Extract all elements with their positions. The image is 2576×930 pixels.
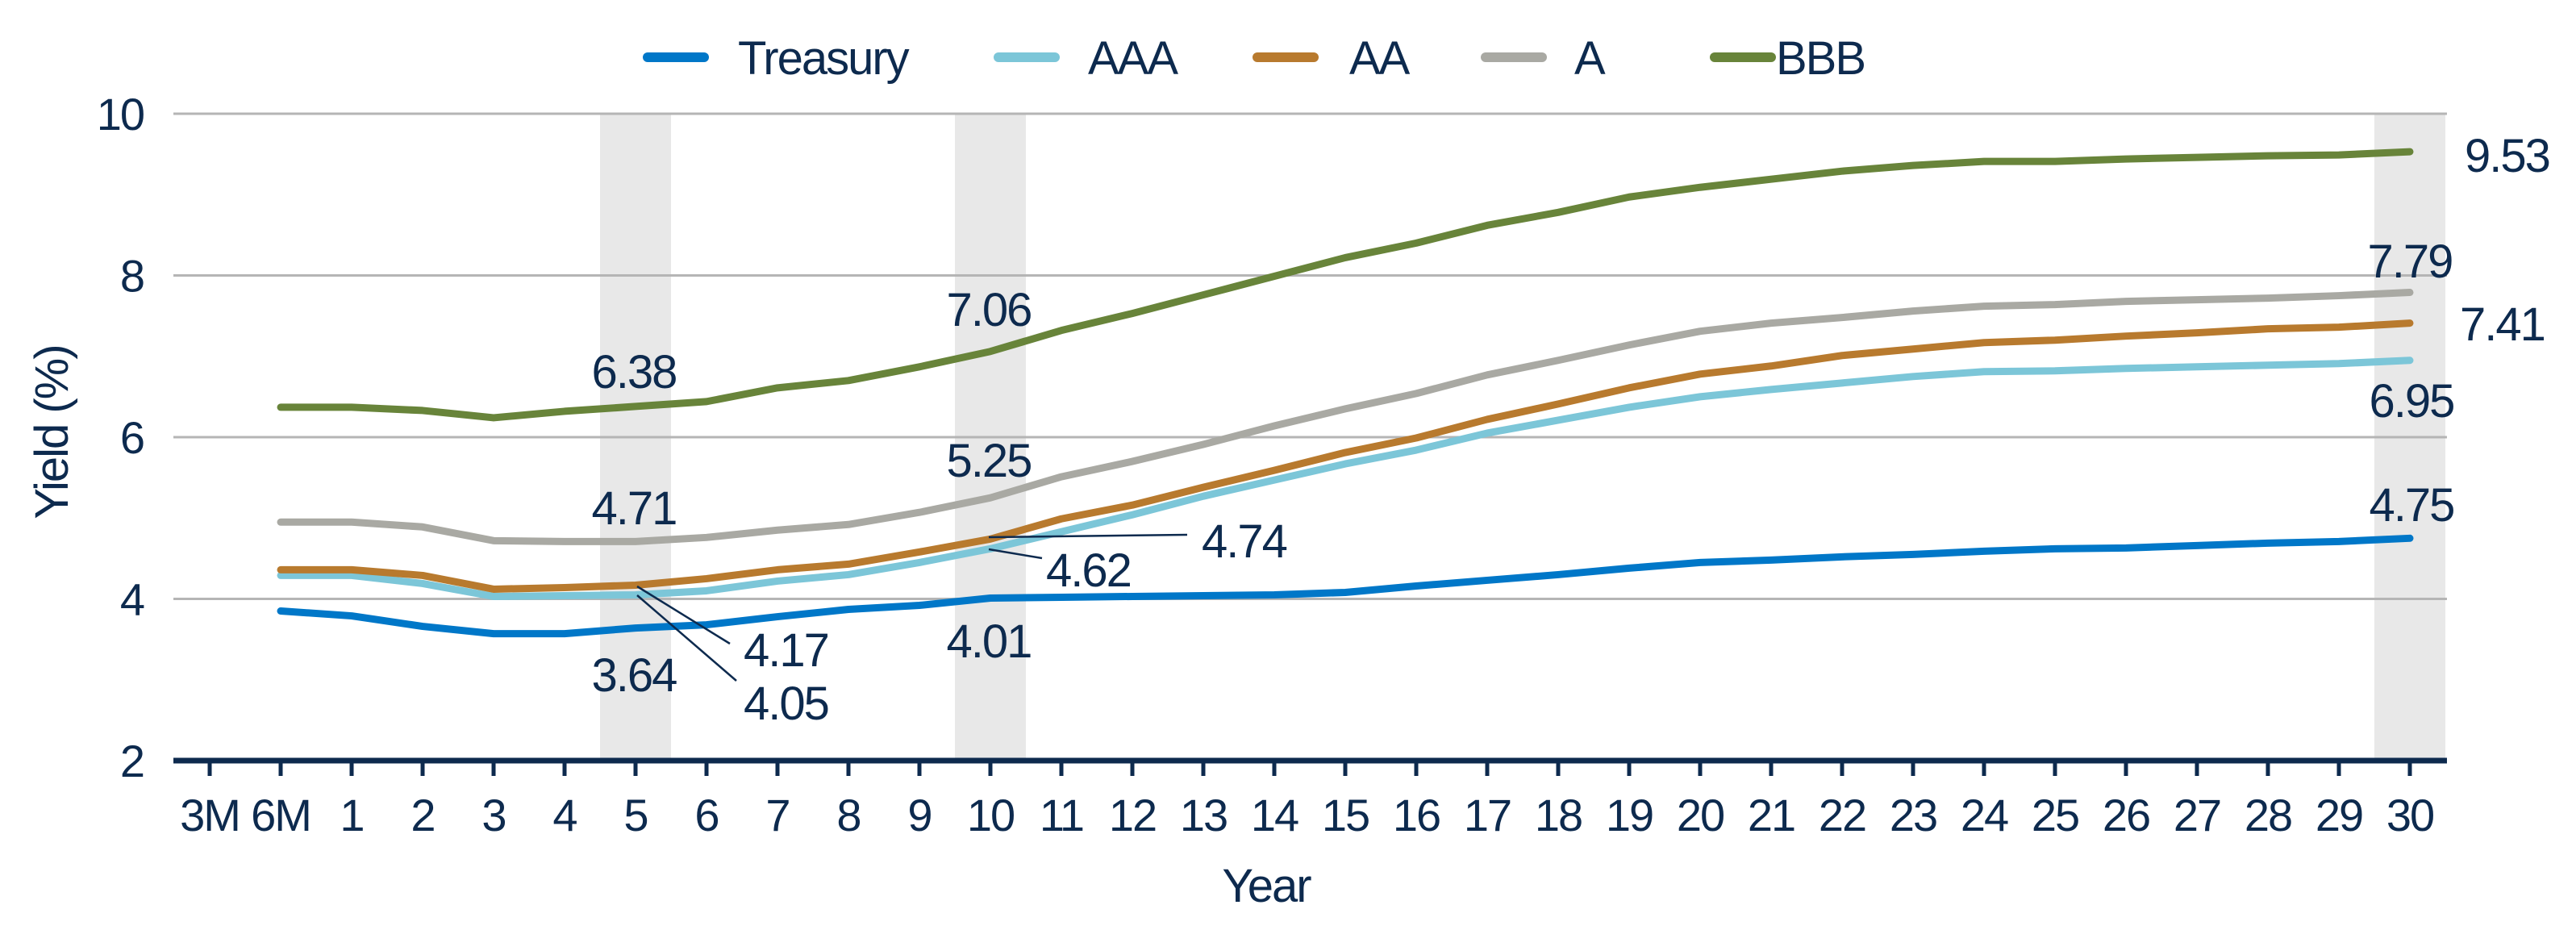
x-tick-label: 22 bbox=[1819, 790, 1865, 840]
annotation-leader-line bbox=[988, 533, 1188, 539]
data-label: 4.05 bbox=[744, 678, 828, 730]
legend-label: A bbox=[1574, 32, 1606, 85]
x-tick-label: 13 bbox=[1180, 790, 1227, 840]
legend-label: AA bbox=[1349, 32, 1411, 85]
series-line-a bbox=[277, 289, 2414, 545]
x-tick-label: 15 bbox=[1322, 790, 1369, 840]
data-label: 4.62 bbox=[1046, 544, 1131, 597]
x-tick-label: 3M bbox=[180, 790, 240, 840]
x-tick-label: 9 bbox=[907, 790, 931, 840]
annotation-leader-line bbox=[988, 548, 1043, 560]
x-tick-label: 26 bbox=[2103, 790, 2149, 840]
data-label: 7.41 bbox=[2460, 298, 2545, 351]
annotation-leader-line bbox=[636, 585, 731, 645]
x-tick-label: 14 bbox=[1251, 790, 1298, 840]
x-tick-label: 24 bbox=[1961, 790, 2008, 840]
series-line-aaa bbox=[277, 357, 2414, 600]
x-tick-label: 17 bbox=[1464, 790, 1511, 840]
x-tick-label: 8 bbox=[836, 790, 860, 840]
x-tick-label: 27 bbox=[2174, 790, 2220, 840]
x-tick-label: 20 bbox=[1677, 790, 1724, 840]
x-tick-label: 12 bbox=[1109, 790, 1156, 840]
legend-label: BBB bbox=[1776, 32, 1865, 85]
x-tick-label: 7 bbox=[765, 790, 789, 840]
series-line-aa bbox=[277, 319, 2414, 593]
x-tick-label: 28 bbox=[2245, 790, 2291, 840]
data-label: 7.79 bbox=[2368, 236, 2453, 288]
x-tick-label: 30 bbox=[2386, 790, 2433, 840]
x-tick-label: 29 bbox=[2315, 790, 2362, 840]
data-label: 3.64 bbox=[592, 649, 677, 702]
data-label: 6.95 bbox=[2370, 375, 2454, 427]
data-label: 9.53 bbox=[2465, 130, 2549, 182]
x-tick-label: 5 bbox=[623, 790, 647, 840]
x-tick-label: 1 bbox=[340, 790, 363, 840]
data-label: 6.38 bbox=[592, 346, 677, 398]
legend-label: AAA bbox=[1088, 32, 1178, 85]
x-tick-label: 18 bbox=[1535, 790, 1582, 840]
y-tick-label: 10 bbox=[97, 89, 144, 140]
legend-label: Treasury bbox=[738, 32, 910, 85]
y-tick-label: 4 bbox=[120, 574, 144, 625]
data-label: 7.06 bbox=[947, 284, 1032, 336]
data-label: 4.01 bbox=[947, 615, 1032, 668]
x-axis-title: Year bbox=[1222, 860, 1311, 912]
series-line-bbb bbox=[277, 148, 2414, 422]
y-axis-title: Yield (%) bbox=[26, 345, 78, 519]
data-label: 5.25 bbox=[947, 435, 1032, 487]
x-tick-label: 2 bbox=[411, 790, 434, 840]
x-tick-label: 23 bbox=[1890, 790, 1936, 840]
series-line-treasury bbox=[277, 534, 2414, 638]
x-tick-label: 4 bbox=[552, 790, 577, 840]
x-tick-label: 3 bbox=[481, 790, 505, 840]
data-label: 4.74 bbox=[1202, 515, 1287, 568]
data-label: 4.75 bbox=[2370, 479, 2454, 532]
x-tick-label: 6M bbox=[251, 790, 311, 840]
x-tick-label: 21 bbox=[1748, 790, 1794, 840]
x-tick-label: 16 bbox=[1393, 790, 1440, 840]
y-tick-label: 2 bbox=[120, 736, 144, 786]
x-tick-label: 19 bbox=[1606, 790, 1653, 840]
x-tick-label: 6 bbox=[694, 790, 718, 840]
x-tick-label: 10 bbox=[967, 790, 1014, 840]
x-tick-label: 11 bbox=[1040, 790, 1083, 840]
data-label: 4.17 bbox=[744, 624, 828, 677]
x-tick-label: 25 bbox=[2032, 790, 2078, 840]
y-tick-label: 6 bbox=[120, 412, 144, 463]
y-tick-label: 8 bbox=[120, 251, 144, 302]
annotation-leader-line bbox=[636, 594, 737, 682]
data-label: 4.71 bbox=[592, 482, 677, 535]
